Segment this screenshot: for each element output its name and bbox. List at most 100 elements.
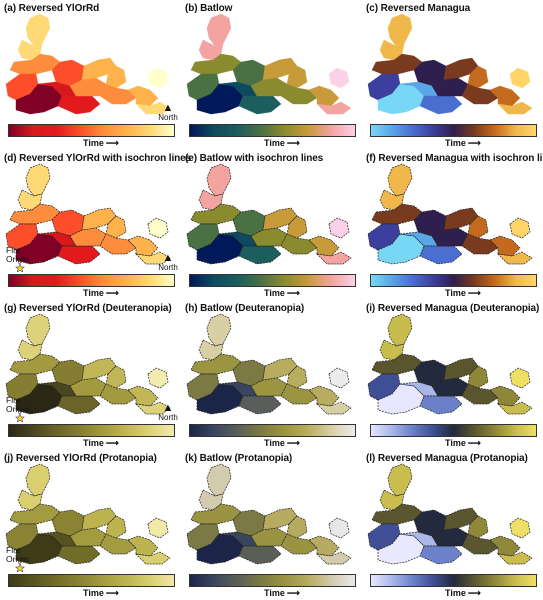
burn-region (509, 517, 531, 539)
time-colorbar (8, 124, 175, 137)
burn-region (328, 517, 350, 539)
burn-region (238, 95, 282, 115)
burn-region (57, 245, 101, 265)
time-axis-label: Time ⟶ (445, 138, 481, 149)
map-panel: (c) Reversed Managua Time ⟶ (362, 0, 543, 150)
panel-title: (c) Reversed Managua (366, 3, 471, 14)
time-colorbar (189, 424, 356, 437)
burn-region (489, 235, 521, 257)
burn-region (57, 545, 101, 565)
burn-region (419, 545, 463, 565)
right-arrow-icon: ⟶ (286, 438, 300, 448)
burn-region (238, 395, 282, 415)
burn-region (419, 395, 463, 415)
time-axis-label: Time ⟶ (264, 438, 300, 449)
burn-region (387, 13, 413, 47)
burn-region (127, 85, 159, 107)
time-label-text: Time (83, 288, 104, 298)
burn-region (328, 217, 350, 239)
time-axis-label: Time ⟶ (83, 288, 119, 299)
burn-region (135, 251, 171, 265)
burn-region (308, 85, 340, 107)
map-panel: (l) Reversed Managua (Protanopia) Time ⟶ (362, 450, 543, 600)
fire-progression-map (5, 13, 171, 115)
burn-region (419, 95, 463, 115)
fire-origin-label: Fire Origin (6, 395, 29, 414)
fire-progression-map (367, 313, 533, 415)
time-axis-label: Time ⟶ (83, 588, 119, 599)
burn-region (308, 235, 340, 257)
burn-region (99, 533, 137, 555)
time-colorbar (370, 274, 537, 287)
north-label: North (158, 263, 178, 272)
time-colorbar (8, 424, 175, 437)
burn-region (328, 67, 350, 89)
fire-progression-map (5, 463, 171, 573)
panel-title: (a) Reversed YlOrRd (4, 3, 100, 14)
burn-region (37, 231, 77, 247)
burn-region (127, 235, 159, 257)
fire-progression-map (5, 313, 171, 423)
fire-origin-marker (14, 263, 26, 273)
panel-title: (l) Reversed Managua (Protanopia) (366, 453, 528, 464)
right-arrow-icon: ⟶ (105, 588, 119, 598)
fire-progression-map (367, 163, 533, 265)
time-colorbar (189, 274, 356, 287)
panel-title: (d) Reversed YlOrRd with isochron lines (4, 153, 192, 164)
burn-region (218, 381, 258, 397)
fire-progression-map (367, 13, 533, 115)
burn-region (489, 385, 521, 407)
burn-region (206, 163, 232, 197)
burn-region (419, 245, 463, 265)
map-panel: (d) Reversed YlOrRd with isochron lines F… (0, 150, 191, 300)
burn-region (399, 381, 439, 397)
burn-region (387, 163, 413, 197)
north-arrow-icon: ▲ (162, 252, 174, 264)
right-arrow-icon: ⟶ (105, 138, 119, 148)
time-label-text: Time (445, 588, 466, 598)
burn-region (99, 233, 137, 255)
map-panel: (a) Reversed YlOrRd ▲ North Time ⟶ (0, 0, 181, 150)
right-arrow-icon: ⟶ (286, 288, 300, 298)
time-label-text: Time (445, 138, 466, 148)
burn-region (57, 395, 101, 415)
right-arrow-icon: ⟶ (105, 438, 119, 448)
map-panel: (h) Batlow (Deuteranopia) Time ⟶ (181, 300, 362, 450)
burn-region (497, 251, 533, 265)
time-colorbar (189, 574, 356, 587)
time-label-text: Time (83, 138, 104, 148)
burn-region (316, 551, 352, 565)
time-colorbar (370, 124, 537, 137)
time-colorbar (8, 574, 175, 587)
panel-title: (k) Batlow (Protanopia) (185, 453, 293, 464)
fire-progression-map (186, 463, 352, 565)
burn-region (127, 385, 159, 407)
fire-progression-map (367, 463, 533, 565)
right-arrow-icon: ⟶ (286, 138, 300, 148)
burn-region (497, 101, 533, 115)
panel-title: (b) Batlow (185, 3, 233, 14)
burn-region (316, 101, 352, 115)
burn-region (489, 535, 521, 557)
time-axis-label: Time ⟶ (445, 588, 481, 599)
time-axis-label: Time ⟶ (83, 438, 119, 449)
burn-region (316, 401, 352, 415)
burn-region (497, 551, 533, 565)
north-arrow-icon: ▲ (162, 402, 174, 414)
fire-origin-marker (14, 413, 26, 423)
burn-region (127, 535, 159, 557)
north-arrow: ▲ North (155, 252, 181, 273)
right-arrow-icon: ⟶ (467, 588, 481, 598)
burn-region (25, 463, 51, 497)
burn-region (308, 535, 340, 557)
burn-region (280, 383, 318, 405)
burn-region (280, 533, 318, 555)
burn-region (206, 313, 232, 347)
burn-region (280, 233, 318, 255)
burn-region (206, 13, 232, 47)
time-label-text: Time (83, 588, 104, 598)
time-axis-label: Time ⟶ (264, 588, 300, 599)
burn-region (147, 217, 169, 239)
burn-region (387, 463, 413, 497)
